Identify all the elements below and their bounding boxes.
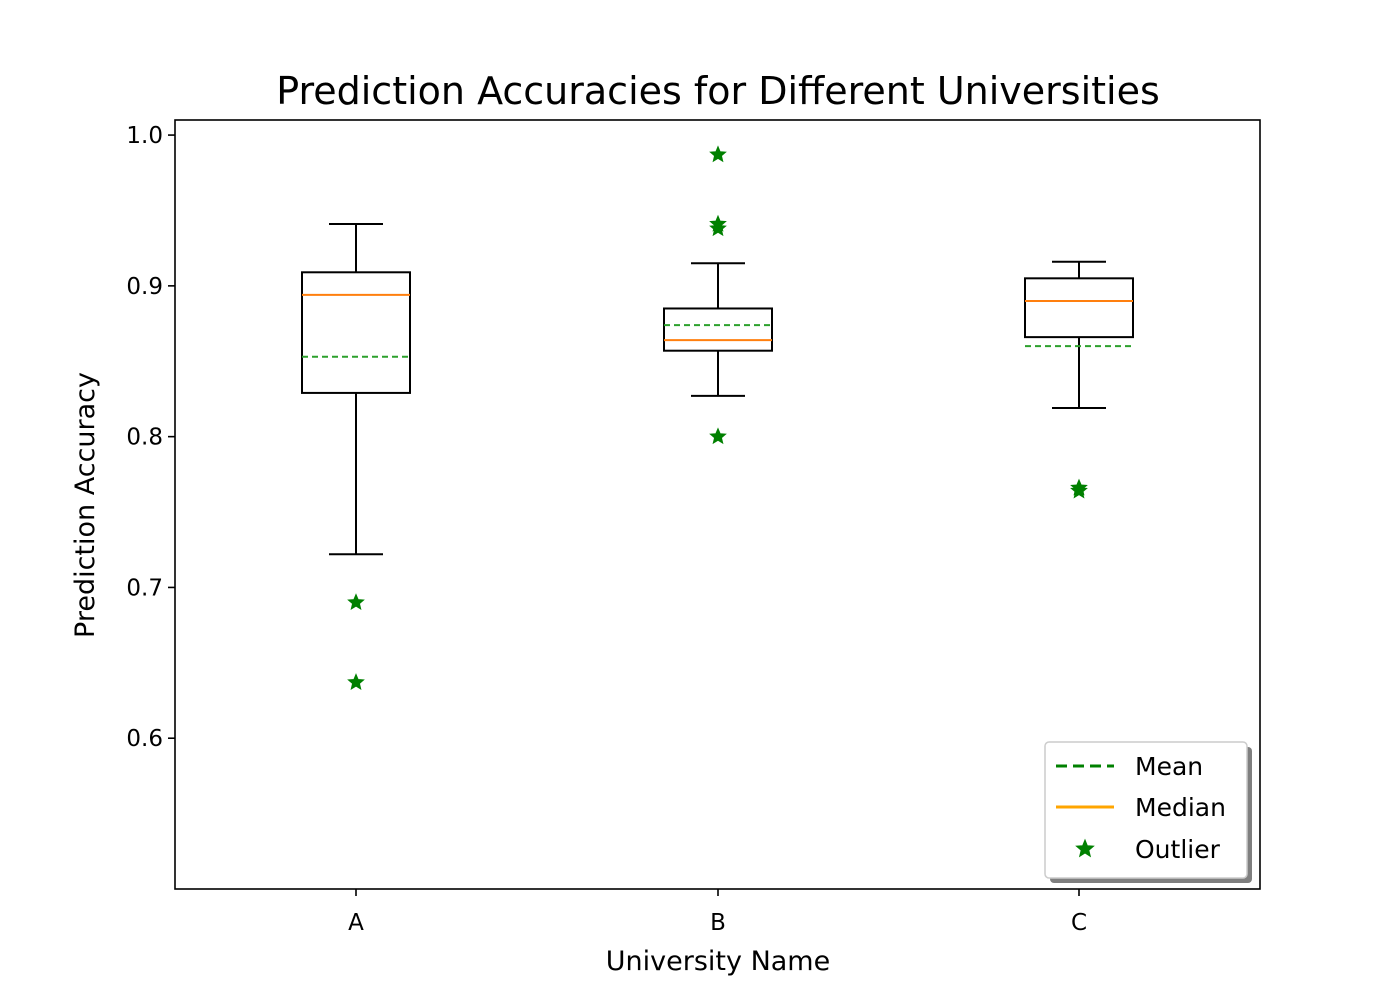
iqr-box xyxy=(301,271,411,394)
legend-mean-label: Mean xyxy=(1135,752,1203,781)
y-tick-label: 1.0 xyxy=(126,123,163,149)
legend-outlier-marker xyxy=(1075,838,1095,858)
outlier-point xyxy=(347,593,365,611)
outlier-point xyxy=(709,427,727,445)
box-series xyxy=(301,145,1134,690)
chart-title: Prediction Accuracies for Different Univ… xyxy=(276,69,1160,113)
iqr-box xyxy=(1024,277,1134,339)
x-tick-label: C xyxy=(1071,910,1087,936)
outlier-point xyxy=(709,145,727,163)
iqr-box xyxy=(663,307,773,352)
y-axis: 0.6 0.7 0.8 0.9 1.0 xyxy=(126,123,175,752)
box-b xyxy=(663,145,773,445)
x-tick-label: B xyxy=(710,910,726,936)
legend: Mean Median Outlier xyxy=(1044,741,1252,883)
y-tick-label: 0.7 xyxy=(126,575,163,601)
outlier-point xyxy=(709,219,727,237)
outlier-point xyxy=(1070,481,1088,499)
legend-outlier-label: Outlier xyxy=(1135,835,1221,864)
x-tick-label: A xyxy=(348,910,364,936)
y-axis-label: Prediction Accuracy xyxy=(70,372,101,638)
x-axis-label: University Name xyxy=(606,946,830,977)
y-tick-label: 0.8 xyxy=(126,425,163,451)
box-a xyxy=(301,223,411,690)
outlier-point xyxy=(347,673,365,690)
x-axis: A B C xyxy=(348,889,1087,936)
box-c xyxy=(1024,260,1134,499)
y-tick-label: 0.6 xyxy=(126,726,163,752)
legend-median-label: Median xyxy=(1135,793,1226,822)
legend-box xyxy=(1044,741,1248,879)
y-tick-label: 0.9 xyxy=(126,274,163,300)
